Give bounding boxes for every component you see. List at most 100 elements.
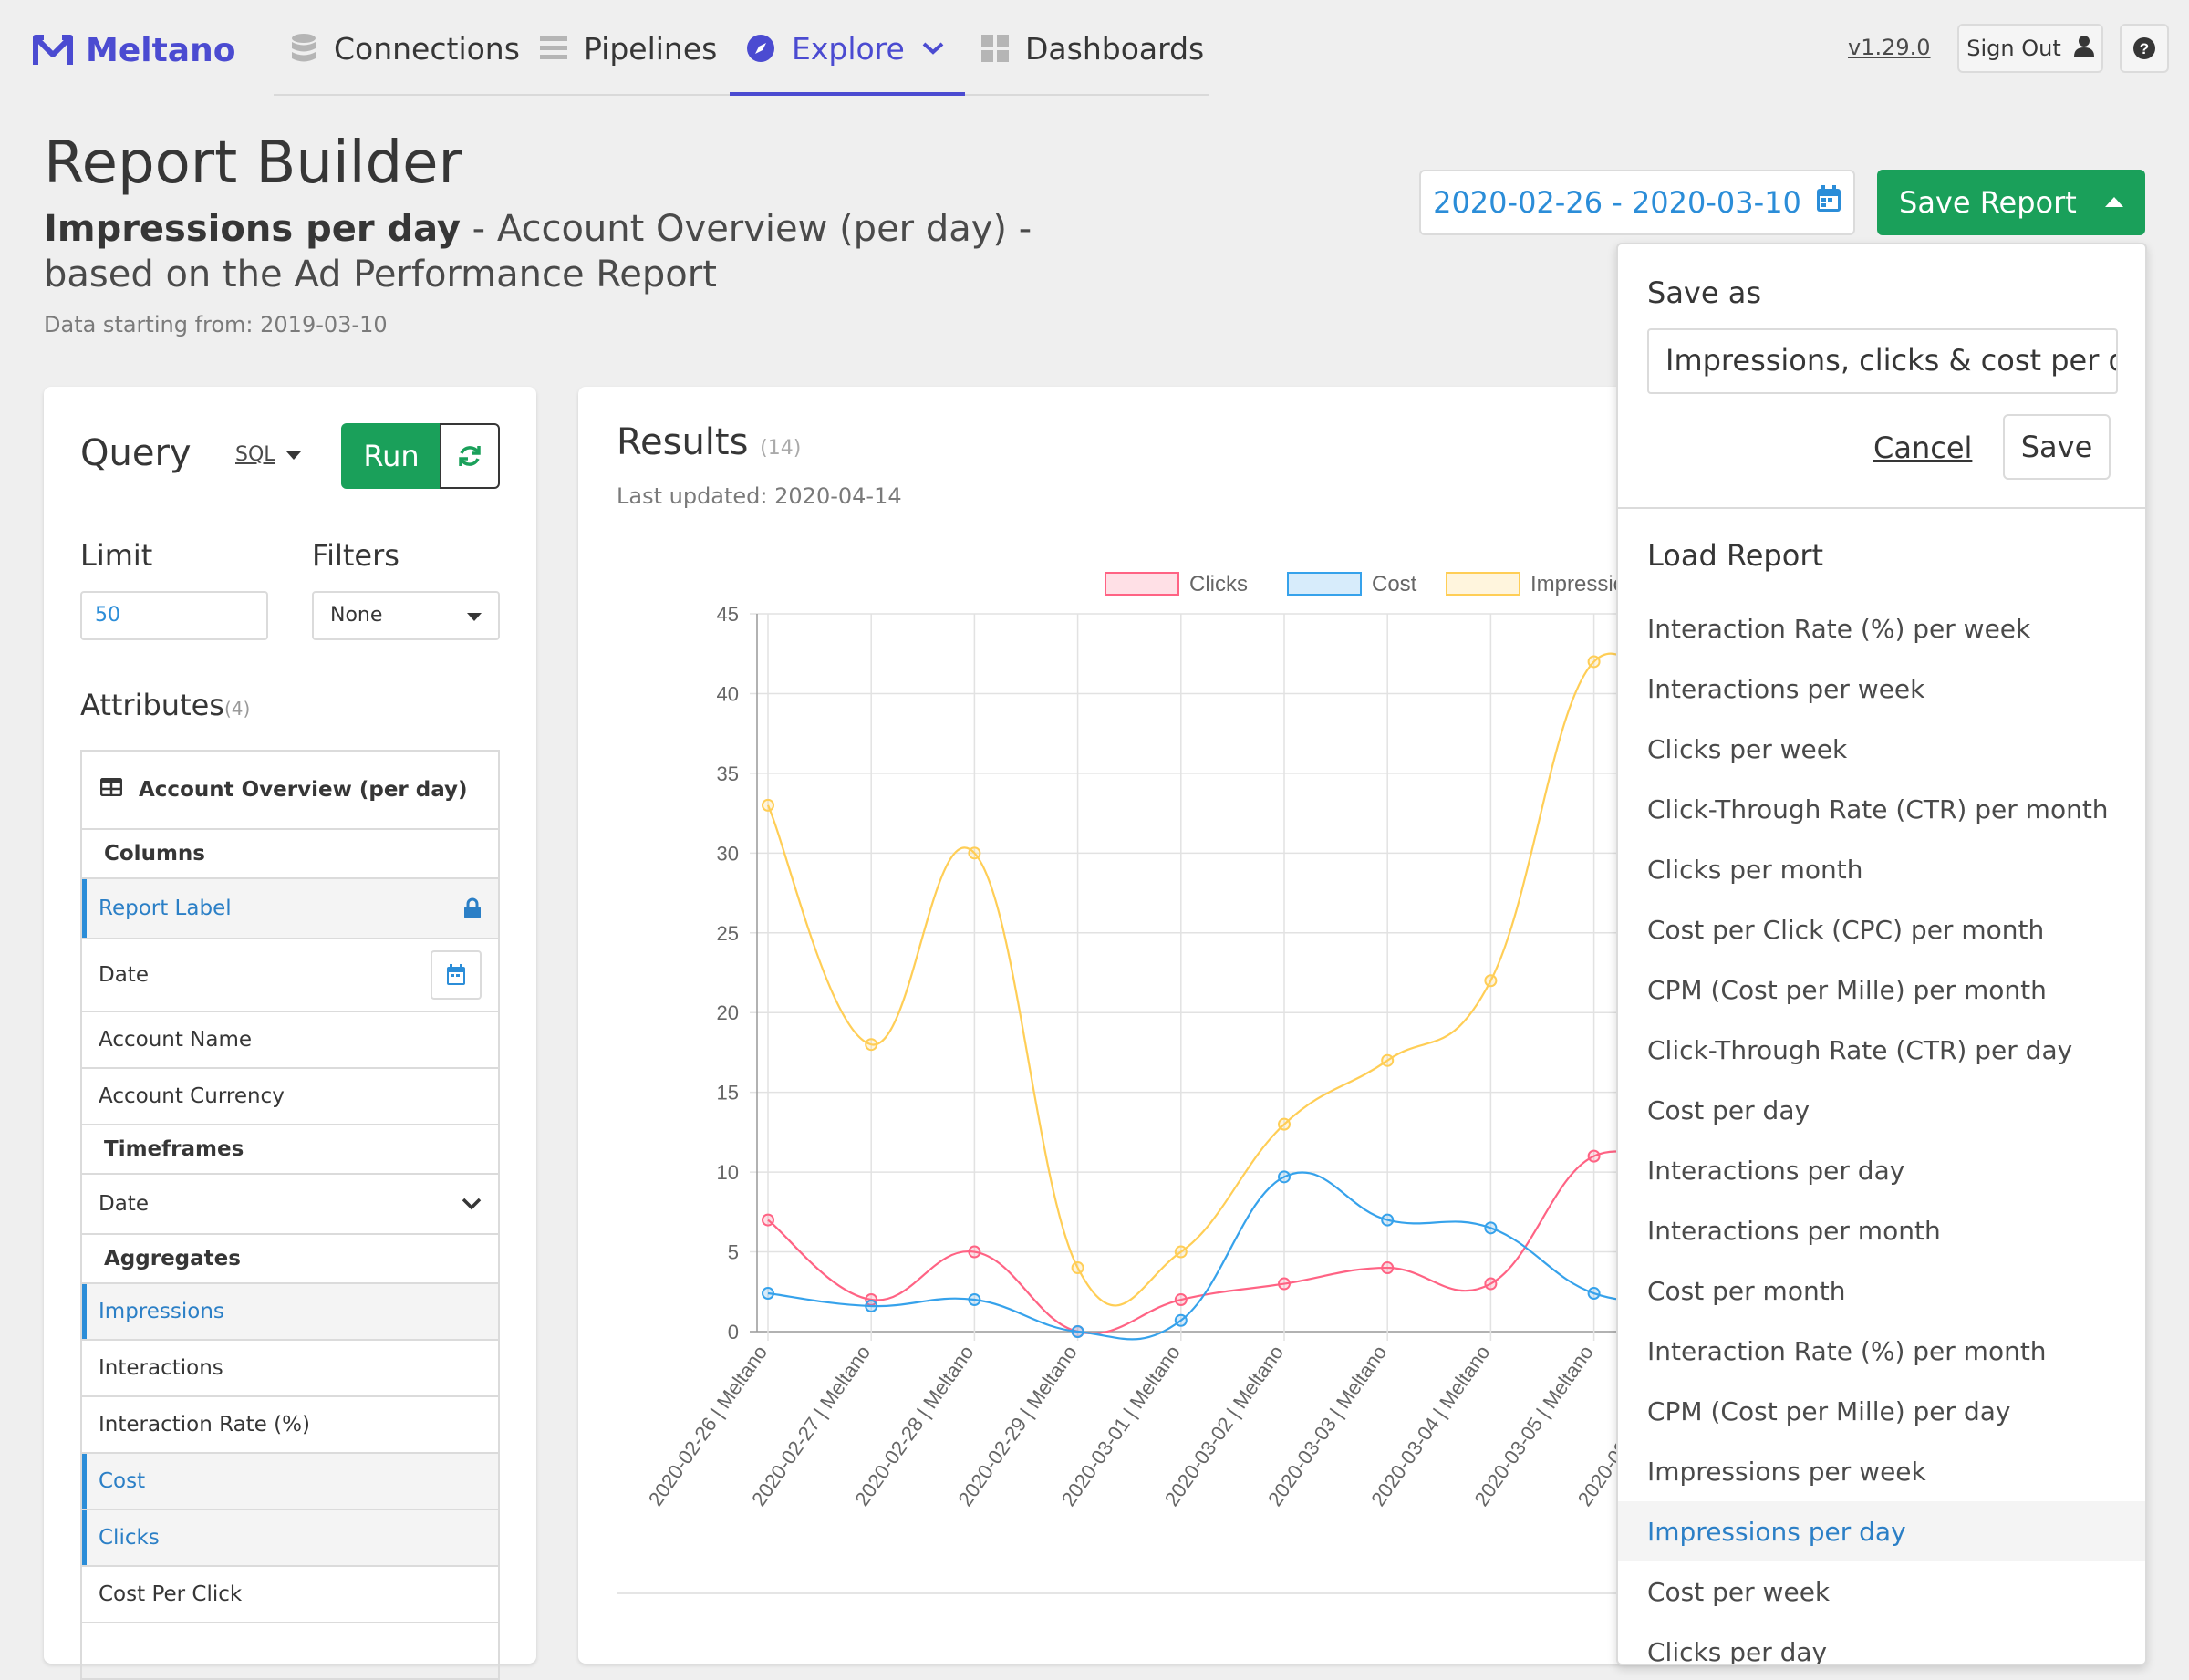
results-title: Results (14) <box>617 421 801 463</box>
load-report-item[interactable]: CPM (Cost per Mille) per day <box>1647 1395 2011 1426</box>
auto-run-toggle[interactable] <box>440 423 500 489</box>
caret-up-icon <box>2105 197 2123 207</box>
load-report-item[interactable]: Clicks per month <box>1647 854 1863 885</box>
load-report-item[interactable]: Clicks per day <box>1647 1636 1828 1665</box>
y-tick-label: 25 <box>717 922 739 945</box>
run-button[interactable]: Run <box>341 423 441 489</box>
page-title: Report Builder <box>44 130 462 197</box>
column-date[interactable]: Date <box>82 939 498 1012</box>
x-tick-label: 2020-02-26 | Meltano <box>644 1342 772 1510</box>
load-report-item[interactable]: Click-Through Rate (CTR) per month <box>1647 793 2109 824</box>
aggregate-interaction-rate[interactable]: Interaction Rate (%) <box>82 1397 498 1454</box>
data-start-text: Data starting from: 2019-03-10 <box>44 312 388 337</box>
caret-down-icon <box>285 443 301 466</box>
columns-header: Columns <box>82 830 498 879</box>
load-report-item[interactable]: Interactions per month <box>1647 1215 1941 1246</box>
load-report-item[interactable]: Interactions per day <box>1647 1155 1905 1186</box>
impressions-point <box>1278 1117 1291 1131</box>
impressions-point <box>865 1038 878 1052</box>
nav-pipelines-label: Pipelines <box>584 30 718 67</box>
sql-toggle[interactable]: SQL <box>235 443 301 466</box>
nav-dashboards[interactable]: Dashboards <box>981 24 1204 73</box>
version-link[interactable]: v1.29.0 <box>1848 35 1931 60</box>
aggregate-clicks[interactable]: Clicks <box>82 1510 498 1567</box>
brand[interactable]: Meltano <box>33 27 235 73</box>
load-report-item[interactable]: Cost per day <box>1647 1094 1810 1125</box>
load-report-item[interactable]: Cost per week <box>1647 1576 1831 1607</box>
column-account-currency[interactable]: Account Currency <box>82 1069 498 1125</box>
load-report-item[interactable]: Cost per month <box>1647 1275 1846 1306</box>
aggregate-cost[interactable]: Cost <box>82 1454 498 1510</box>
report-subtitle: Impressions per day - Account Overview (… <box>44 206 1138 297</box>
y-tick-label: 5 <box>728 1241 739 1264</box>
table-header[interactable]: Account Overview (per day) <box>82 752 498 830</box>
meltano-logo-icon <box>33 35 73 65</box>
load-report-item[interactable]: CPM (Cost per Mille) per month <box>1647 974 2047 1005</box>
load-report-item[interactable]: Click-Through Rate (CTR) per day <box>1647 1034 2073 1065</box>
aggregate-cost-per-click[interactable]: Cost Per Click <box>82 1567 498 1623</box>
column-report-label[interactable]: Report Label <box>82 879 498 939</box>
save-report-button[interactable]: Save Report <box>1877 170 2145 235</box>
limit-label: Limit <box>80 538 153 573</box>
load-report-item[interactable]: Interaction Rate (%) per week <box>1647 613 2031 644</box>
save-button[interactable]: Save <box>2003 414 2111 480</box>
x-tick-label: 2020-03-05 | Meltano <box>1469 1342 1597 1510</box>
aggregate-more[interactable] <box>82 1623 498 1680</box>
impressions-point <box>1484 974 1498 988</box>
x-tick-label: 2020-02-29 | Meltano <box>953 1342 1081 1510</box>
nav-explore[interactable]: Explore <box>746 24 945 73</box>
impressions-point <box>1174 1245 1188 1259</box>
cancel-button[interactable]: Cancel <box>1873 430 1973 465</box>
save-as-input[interactable]: Impressions, clicks & cost per day <box>1647 328 2118 394</box>
load-report-item[interactable]: Impressions per day <box>1618 1501 2145 1561</box>
load-report-item[interactable]: Impressions per week <box>1647 1456 1926 1487</box>
column-account-name[interactable]: Account Name <box>82 1012 498 1069</box>
column-label: Date <box>99 963 149 987</box>
y-tick-label: 20 <box>717 1001 739 1024</box>
date-range-value: 2020-02-26 - 2020-03-10 <box>1433 185 1801 220</box>
aggregate-interactions[interactable]: Interactions <box>82 1341 498 1397</box>
attributes-title: Attributes(4) <box>80 688 250 722</box>
cost-point <box>1071 1325 1084 1338</box>
column-label: Report Label <box>99 897 232 920</box>
nav-pipelines[interactable]: Pipelines <box>540 24 717 73</box>
lock-icon <box>463 897 482 919</box>
x-tick-label: 2020-03-03 | Meltano <box>1263 1342 1391 1510</box>
help-icon: ? <box>2133 37 2155 59</box>
date-range-picker[interactable]: 2020-02-26 - 2020-03-10 <box>1419 170 1855 235</box>
legend-label-clicks: Clicks <box>1189 572 1248 596</box>
save-report-label: Save Report <box>1899 185 2077 220</box>
x-tick-label: 2020-03-02 | Meltano <box>1160 1342 1288 1510</box>
load-report-list: Interaction Rate (%) per week Interaction… <box>1618 598 2145 1665</box>
filters-label: Filters <box>312 538 399 573</box>
report-name: Impressions per day <box>44 208 461 250</box>
attributes-count: (4) <box>223 698 251 720</box>
aggregate-impressions[interactable]: Impressions <box>82 1284 498 1341</box>
database-icon <box>290 33 317 64</box>
attributes-list: Account Overview (per day) Columns Repor… <box>80 750 500 1680</box>
y-tick-label: 45 <box>717 603 739 626</box>
save-report-dropdown: Save as Impressions, clicks & cost per d… <box>1616 243 2147 1665</box>
y-tick-label: 30 <box>717 842 739 865</box>
load-report-item[interactable]: Interaction Rate (%) per month <box>1647 1335 2047 1366</box>
timeframe-date[interactable]: Date <box>82 1175 498 1235</box>
date-calendar-button[interactable] <box>431 950 482 1000</box>
load-report-label: Load Report <box>1647 538 1824 573</box>
save-as-label: Save as <box>1647 275 1761 310</box>
filters-select[interactable]: None <box>312 591 500 640</box>
load-report-item[interactable]: Clicks per week <box>1647 733 1848 764</box>
grid-icon <box>981 35 1009 62</box>
filters-value: None <box>330 604 383 627</box>
sign-out-button[interactable]: Sign Out <box>1957 24 2103 73</box>
load-report-item[interactable]: Cost per Click (CPC) per month <box>1647 914 2045 945</box>
nav-connections[interactable]: Connections <box>290 24 520 73</box>
help-button[interactable]: ? <box>2120 24 2169 73</box>
load-report-item[interactable]: Interactions per week <box>1647 673 1925 704</box>
results-panel <box>578 387 1764 1664</box>
svg-text:?: ? <box>2140 40 2149 57</box>
limit-input[interactable]: 50 <box>80 591 268 640</box>
timeframes-header: Timeframes <box>82 1125 498 1175</box>
chevron-down-icon <box>462 1198 482 1210</box>
clicks-point <box>1381 1261 1395 1275</box>
